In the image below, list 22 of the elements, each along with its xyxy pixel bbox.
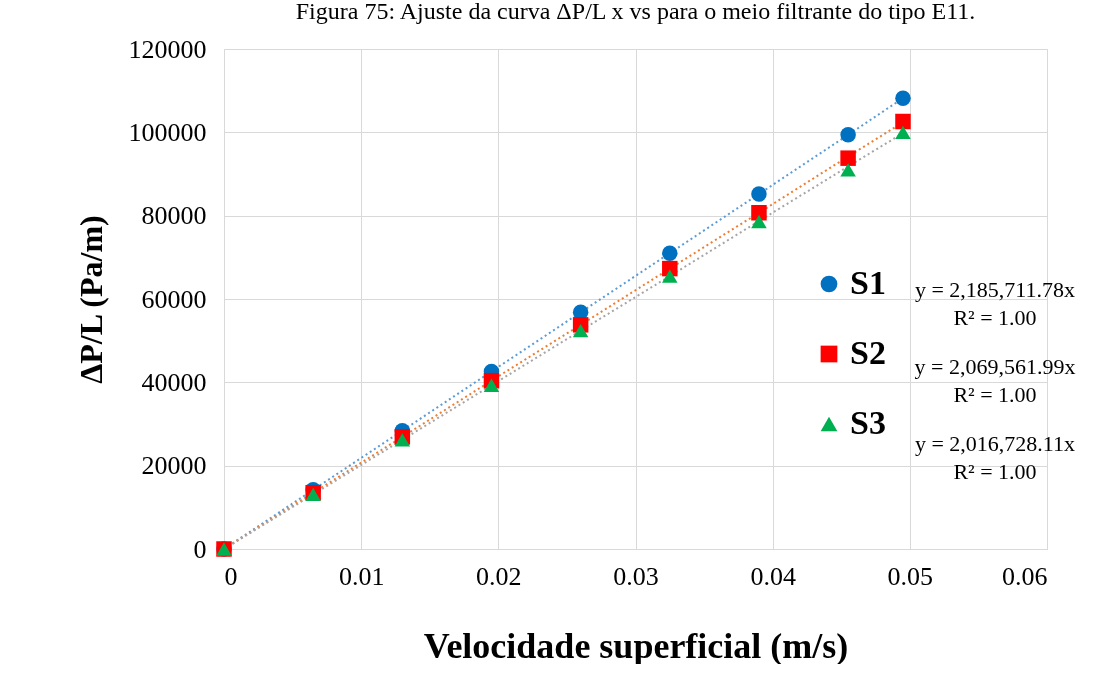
annotation: y = 2,069,561.99x R² = 1.00 [914, 354, 1076, 407]
legend-label: S3 [850, 404, 886, 441]
x-tick-label: 0.03 [613, 561, 659, 591]
x-tick-label: 0 [224, 561, 238, 591]
y-tick-label: 60000 [141, 284, 207, 314]
y-tick-label: 40000 [141, 367, 207, 397]
x-tick-label: 0.05 [887, 561, 934, 591]
x-tick-label: 0.02 [476, 561, 522, 591]
legend-label: S1 [850, 264, 886, 301]
annotation: y = 2,016,728.11x R² = 1.00 [914, 431, 1076, 484]
y-tick-label: 120000 [128, 34, 207, 64]
chart-title: Figura 75: Ajuste da curva ΔP/L x vs para o meio filtrante do tipo E11. [295, 0, 976, 24]
y-axis-title: ΔP/L (Pa/m) [72, 215, 109, 384]
y-tick-label: 0 [193, 534, 207, 564]
x-tick-label: 0.01 [338, 561, 385, 591]
x-tick-label: 0.04 [750, 561, 796, 591]
annotation: y = 2,185,711.78x R² = 1.00 [914, 277, 1076, 330]
x-tick-label: 0.06 [1002, 561, 1048, 591]
y-tick-label: 80000 [141, 201, 207, 231]
y-tick-label: 100000 [128, 117, 207, 147]
y-tick-label: 20000 [141, 451, 207, 481]
legend-label: S2 [850, 334, 886, 371]
